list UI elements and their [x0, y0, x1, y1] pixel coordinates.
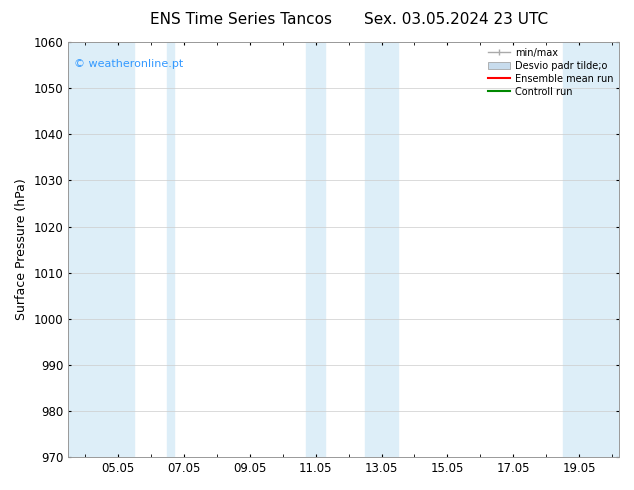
Text: ENS Time Series Tancos: ENS Time Series Tancos — [150, 12, 332, 27]
Bar — [365, 42, 398, 457]
Y-axis label: Surface Pressure (hPa): Surface Pressure (hPa) — [15, 179, 28, 320]
Bar — [167, 42, 174, 457]
Bar — [563, 42, 619, 457]
Legend: min/max, Desvio padr tilde;o, Ensemble mean run, Controll run: min/max, Desvio padr tilde;o, Ensemble m… — [484, 44, 617, 100]
Text: Sex. 03.05.2024 23 UTC: Sex. 03.05.2024 23 UTC — [365, 12, 548, 27]
Bar — [306, 42, 325, 457]
Bar — [68, 42, 134, 457]
Text: © weatheronline.pt: © weatheronline.pt — [74, 59, 183, 69]
